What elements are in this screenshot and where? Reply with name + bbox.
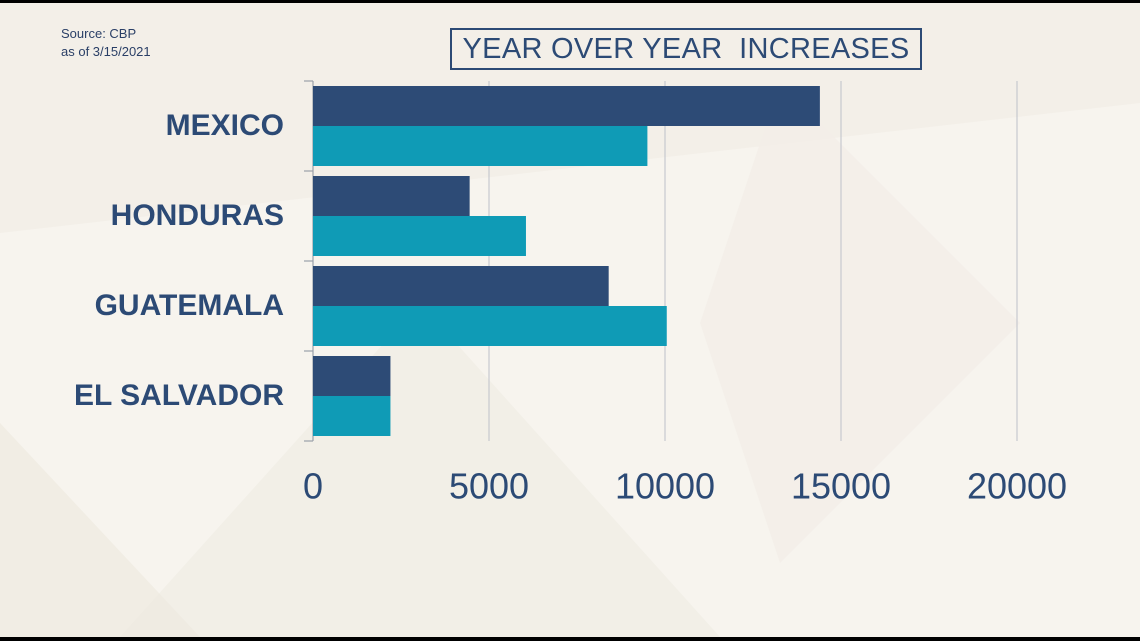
x-tick-label: 5000 bbox=[449, 466, 529, 507]
bar-mexico-series-1 bbox=[313, 86, 820, 126]
chart-graphic: MEXICO HONDURAS GUATEMALA EL SALVADOR 0 5000… bbox=[0, 3, 1140, 637]
x-tick-label: 15000 bbox=[791, 466, 891, 507]
category-label: EL SALVADOR bbox=[74, 379, 284, 412]
x-tick-labels: 0 5000 10000 15000 20000 bbox=[303, 466, 1067, 507]
bar-mexico-series-2 bbox=[313, 126, 648, 166]
bar-honduras-series-2 bbox=[313, 216, 526, 256]
bar-guatemala-series-2 bbox=[313, 306, 667, 346]
chart-canvas: MEXICO HONDURAS GUATEMALA EL SALVADOR 0 5000… bbox=[0, 3, 1140, 637]
bar-guatemala-series-1 bbox=[313, 266, 609, 306]
source-line: Source: CBP bbox=[61, 26, 137, 41]
chart-title: YEAR OVER YEAR INCREASES bbox=[450, 28, 922, 70]
bar-el-salvador-series-2 bbox=[313, 396, 391, 436]
category-label: HONDURAS bbox=[111, 199, 284, 232]
x-tick-label: 0 bbox=[303, 466, 323, 507]
category-label: GUATEMALA bbox=[95, 289, 284, 322]
bar-el-salvador-series-1 bbox=[313, 356, 391, 396]
x-tick-label: 20000 bbox=[967, 466, 1067, 507]
x-tick-label: 10000 bbox=[615, 466, 715, 507]
category-label: MEXICO bbox=[166, 109, 284, 142]
date-line: as of 3/15/2021 bbox=[61, 44, 151, 59]
bars bbox=[313, 86, 820, 436]
category-labels: MEXICO HONDURAS GUATEMALA EL SALVADOR bbox=[74, 109, 284, 412]
bar-honduras-series-1 bbox=[313, 176, 470, 216]
source-note: Source: CBP as of 3/15/2021 bbox=[61, 25, 151, 61]
